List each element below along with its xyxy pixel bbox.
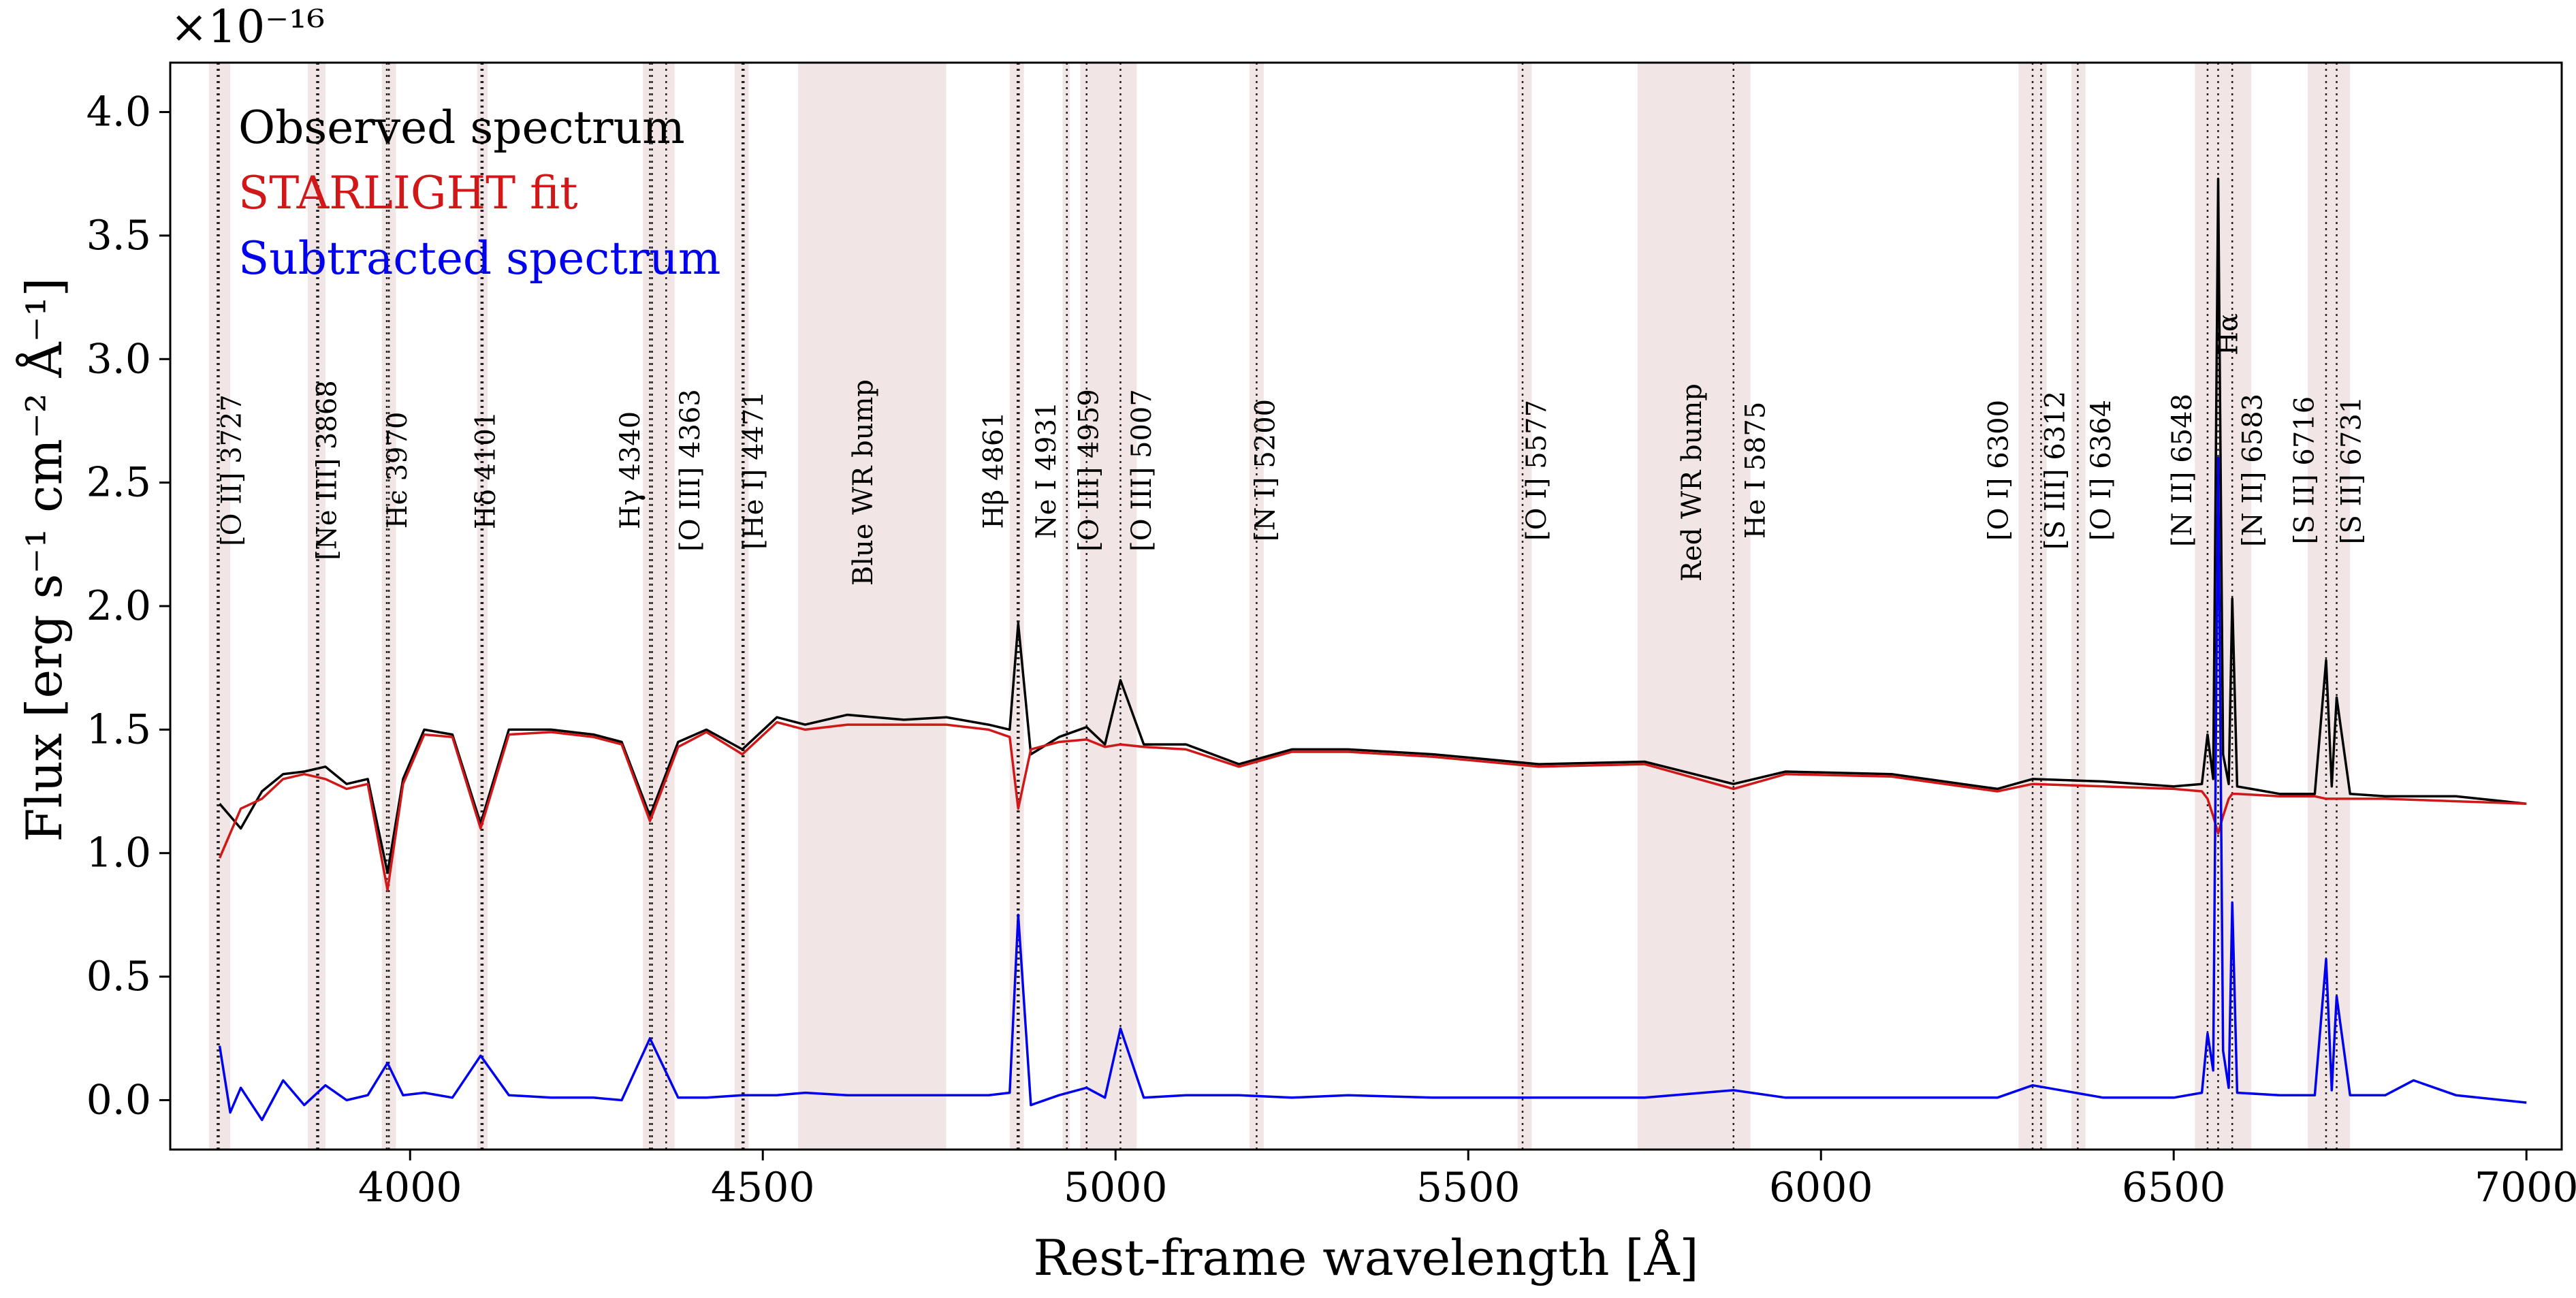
line-annotation: [He I] 4471: [738, 391, 769, 550]
x-tick-label: 5000: [1064, 1164, 1168, 1212]
y-tick-label: 0.5: [86, 953, 151, 1000]
shaded-band: [798, 63, 947, 1150]
data-series: [218, 177, 2527, 1122]
shaded-bands: [208, 63, 2351, 1150]
line-annotation: He I 5875: [1740, 402, 1771, 539]
y-tick-label: 2.5: [86, 459, 151, 507]
shaded-band: [1080, 63, 1137, 1150]
shaded-band: [2308, 63, 2351, 1150]
shaded-band: [1250, 63, 1264, 1150]
axes: 4000 4500 5000 5500 6000 6500 7000 0.0 0.5 1.0 1.5…: [86, 61, 2576, 1212]
line-annotation: [O I] 5577: [1521, 400, 1553, 541]
x-tick-label: 6500: [2122, 1164, 2226, 1212]
shaded-band: [1517, 63, 1532, 1150]
line-annotation: Hδ 4101: [471, 411, 502, 529]
y-tick-label: 2.0: [86, 582, 151, 630]
line-annotation: [S II] 6716: [2289, 396, 2320, 544]
line-annotation: [O III] 4959: [1073, 389, 1104, 552]
x-tick-label: 5500: [1416, 1164, 1521, 1212]
line-annotations: [O II] 3727 [Ne III] 3868 Hϵ 3970 Hδ 4101 Hγ…: [217, 313, 2368, 586]
y-tick-label: 3.5: [86, 212, 151, 259]
line-annotation: [O II] 3727: [217, 394, 248, 546]
line-annotation: [O I] 6300: [1984, 400, 2015, 541]
y-tick-label: 3.0: [86, 335, 151, 383]
line-annotation: Blue WR bump: [848, 379, 879, 586]
line-annotation: Hγ 4340: [615, 411, 646, 529]
line-annotation: Hα: [2212, 313, 2244, 355]
legend-entry-subtracted: Subtracted spectrum: [238, 232, 720, 285]
shaded-band: [2018, 63, 2047, 1150]
shaded-band: [643, 63, 675, 1150]
series-fit-line: [218, 721, 2527, 891]
line-annotation: Hϵ 3970: [382, 412, 413, 529]
x-tick-label: 4500: [711, 1164, 815, 1212]
line-annotation: [Ne III] 3868: [312, 380, 343, 560]
line-annotation: [S II] 6731: [2336, 396, 2368, 544]
shaded-band: [1637, 63, 1751, 1150]
y-tick-label: 0.0: [86, 1076, 151, 1124]
shaded-band: [1062, 63, 1070, 1150]
line-annotation: [N II] 6583: [2238, 394, 2269, 547]
series-subtracted-line: [218, 456, 2527, 1122]
line-annotation: [S III] 6312: [2040, 391, 2071, 550]
shaded-band: [381, 63, 396, 1150]
shaded-band: [308, 63, 325, 1150]
shaded-band: [1009, 63, 1024, 1150]
line-annotation: [N I] 5200: [1250, 399, 1281, 541]
line-annotation: [O III] 4363: [675, 389, 706, 552]
line-annotation: [N II] 6548: [2167, 394, 2198, 547]
line-annotation: Hβ 4861: [979, 411, 1010, 529]
line-annotation: Ne I 4931: [1031, 402, 1062, 539]
x-tick-label: 6000: [1769, 1164, 1873, 1212]
legend-entry-fit: STARLIGHT fit: [238, 167, 578, 219]
y-tick-label: 1.0: [86, 829, 151, 877]
legend: Observed spectrum STARLIGHT fit Subtracted…: [238, 101, 720, 285]
shaded-band: [208, 63, 231, 1150]
line-annotation: Red WR bump: [1676, 383, 1708, 582]
y-multiplier: ×10⁻¹⁶: [170, 1, 325, 53]
y-tick-label: 1.5: [86, 706, 151, 753]
y-axis-label: Flux [erg s⁻¹ cm⁻² Å⁻¹]: [15, 278, 73, 842]
y-tick-label: 4.0: [86, 89, 151, 136]
x-axis-label: Rest-frame wavelength [Å]: [1033, 1229, 1698, 1286]
shaded-band: [734, 63, 749, 1150]
shaded-band: [2071, 63, 2086, 1150]
shaded-band: [477, 63, 488, 1150]
legend-entry-observed: Observed spectrum: [238, 101, 685, 154]
line-annotation: [O III] 5007: [1126, 389, 1158, 552]
series-observed-line: [219, 177, 2527, 874]
x-tick-label: 4000: [358, 1164, 462, 1212]
x-tick-label: 7000: [2475, 1164, 2576, 1212]
line-annotation: [O I] 6364: [2086, 400, 2117, 541]
